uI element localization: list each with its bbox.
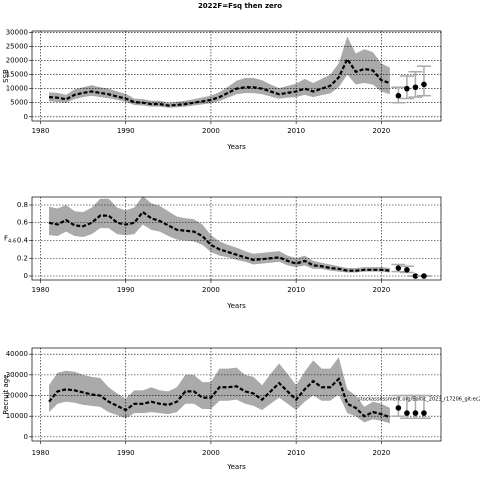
x-axis-label: Years — [226, 302, 246, 310]
x-axis-label: Years — [226, 463, 246, 471]
projection-point — [412, 84, 419, 91]
estimate-line — [48, 210, 390, 272]
y-tick-label: 10000 — [6, 85, 28, 93]
estimate-line — [48, 56, 391, 107]
x-tick-label: 1980 — [32, 127, 50, 135]
x-tick-label: 1990 — [117, 449, 135, 457]
projection-point — [421, 81, 427, 88]
projection-point — [421, 273, 427, 279]
x-tick-label: 2000 — [202, 286, 220, 294]
plot-frame — [31, 196, 442, 281]
x-tick-label: 1980 — [32, 449, 50, 457]
projection-point — [395, 92, 402, 99]
y-tick-label: 15000 — [6, 71, 28, 79]
y-axis-label: F4-6 — [4, 235, 16, 245]
annotation: stockassessment.org/Baltic_2023_r17206_g… — [358, 397, 480, 403]
y-tick-label: 30000 — [6, 28, 28, 36]
y-tick-label: 0.8 — [17, 201, 28, 209]
x-tick-label: 2020 — [372, 127, 390, 135]
confidence-band — [49, 196, 390, 273]
y-tick-label: 0 — [24, 272, 28, 280]
y-tick-label: 0 — [24, 433, 28, 441]
plot-frame — [31, 30, 442, 122]
projection-point — [395, 265, 402, 271]
y-tick-label: 40000 — [6, 350, 28, 358]
y-tick-label: 5000 — [10, 99, 28, 107]
projection-point — [421, 410, 427, 416]
x-tick-label: 2020 — [372, 286, 390, 294]
y-tick-label: 25000 — [6, 42, 28, 50]
y-tick-label: 0.2 — [17, 254, 28, 262]
chart-title: 2022F=Fsq then zero — [198, 2, 282, 10]
projection-point — [404, 266, 410, 273]
projection-point — [404, 85, 410, 92]
y-axis-label: Recruit age — [2, 375, 10, 415]
y-axis-label: SSB — [2, 69, 10, 83]
projection-point — [404, 410, 410, 416]
x-tick-label: 1980 — [32, 286, 50, 294]
x-tick-label: 2010 — [287, 286, 305, 294]
confidence-band — [49, 357, 390, 424]
y-tick-label: 20000 — [6, 57, 28, 65]
y-tick-label: 10000 — [6, 412, 28, 420]
y-tick-label: 0 — [24, 113, 28, 121]
x-tick-label: 1990 — [117, 127, 135, 135]
x-tick-label: 2000 — [202, 449, 220, 457]
plot-frame — [31, 347, 442, 442]
x-axis-label: Years — [226, 143, 246, 151]
y-tick-label: 20000 — [6, 392, 28, 400]
y-tick-label: 0.4 — [17, 236, 29, 244]
estimate-line — [48, 377, 391, 419]
x-tick-label: 2010 — [287, 127, 305, 135]
x-tick-label: 2020 — [372, 449, 390, 457]
y-tick-label: 0.6 — [17, 219, 29, 227]
x-tick-label: 2010 — [287, 449, 305, 457]
projection-point — [395, 405, 402, 411]
y-axis-label-sub: 4-6 — [8, 238, 16, 244]
y-tick-label: 30000 — [6, 371, 28, 379]
confidence-band — [49, 36, 390, 108]
projection-point — [412, 410, 419, 416]
x-tick-label: 2000 — [202, 127, 220, 135]
x-tick-label: 1990 — [117, 286, 135, 294]
projection-point — [412, 273, 419, 279]
